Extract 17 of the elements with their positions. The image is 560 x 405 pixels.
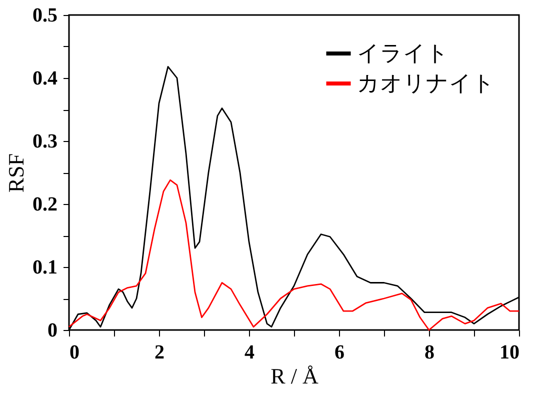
y-tick-label: 0.1 [32, 256, 58, 278]
x-tick-label: 0 [70, 342, 80, 364]
y-tick-label: 0.3 [32, 130, 58, 152]
y-tick-label: 0.4 [32, 68, 58, 90]
line-series [68, 179, 520, 331]
x-tick-label: 2 [154, 342, 164, 364]
y-tick-label: 0.5 [32, 4, 58, 26]
legend-label: イライト [357, 40, 449, 66]
y-tick-label: 0.2 [32, 194, 58, 216]
x-axis-title: R / Å [270, 364, 318, 388]
x-tick-label: 10 [500, 342, 520, 364]
y-tick-label: 0 [48, 320, 58, 342]
x-tick-label: 4 [244, 342, 254, 364]
legend-label: カオリナイト [357, 70, 495, 96]
y-axis-title: RSF [4, 153, 28, 193]
x-tick-label: 6 [334, 342, 344, 364]
x-tick-label: 8 [424, 342, 434, 364]
